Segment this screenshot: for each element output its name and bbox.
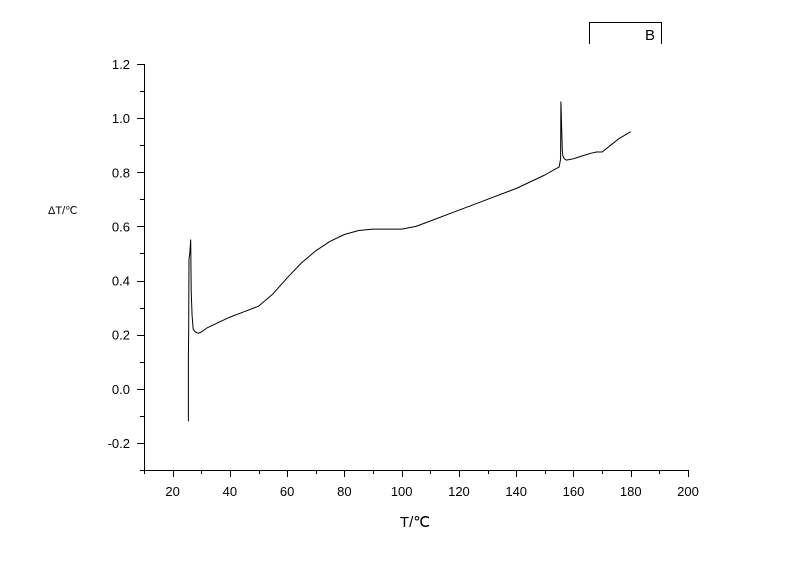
x-tick-label: 80	[337, 484, 351, 499]
x-tick-label: 100	[391, 484, 413, 499]
y-tick-label: 0.8	[112, 165, 130, 180]
x-tick-label: 140	[505, 484, 527, 499]
y-tick-label: 0.2	[112, 328, 130, 343]
y-tick-label: 0.6	[112, 219, 130, 234]
y-tick-label: 1.0	[112, 111, 130, 126]
legend-frame	[589, 22, 662, 44]
x-tick-label: 20	[165, 484, 179, 499]
y-axis-title: ΔT/℃	[48, 205, 77, 217]
x-tick-label: 200	[677, 484, 699, 499]
series-line	[187, 101, 631, 422]
axes	[144, 64, 688, 471]
y-tick-label: 0.4	[112, 274, 130, 289]
x-tick-label: 180	[620, 484, 642, 499]
x-axis-title: T/℃	[400, 514, 430, 531]
x-tick-label: 160	[563, 484, 585, 499]
y-tick-label: 1.2	[112, 57, 130, 72]
legend-label: B	[645, 27, 655, 44]
legend: B	[589, 22, 662, 44]
x-tick-label: 60	[280, 484, 294, 499]
x-axis-ticks: 20 40 60 80 100 120 140 160 180 200	[144, 470, 699, 499]
y-axis-ticks: -0.2 0.0 0.2 0.4 0.6 0.8 1.0 1.2	[108, 57, 144, 471]
x-tick-label: 120	[448, 484, 470, 499]
y-tick-label: 0.0	[112, 382, 130, 397]
series-group	[187, 101, 631, 422]
y-tick-label: -0.2	[108, 436, 130, 451]
x-tick-label: 40	[223, 484, 237, 499]
